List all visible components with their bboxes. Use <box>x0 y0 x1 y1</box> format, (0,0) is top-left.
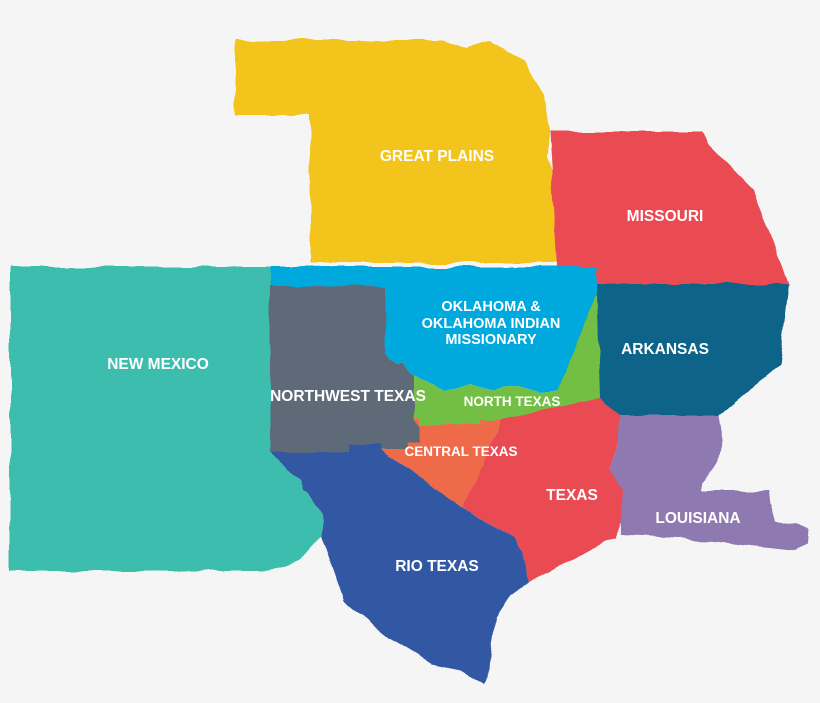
svg-text:OKLAHOMA &: OKLAHOMA & <box>441 299 541 315</box>
svg-text:NEW MEXICO: NEW MEXICO <box>107 356 209 373</box>
svg-text:MISSOURI: MISSOURI <box>627 208 704 225</box>
svg-text:GREAT PLAINS: GREAT PLAINS <box>380 148 494 165</box>
svg-text:NORTHWEST TEXAS: NORTHWEST TEXAS <box>270 388 426 405</box>
svg-text:LOUISIANA: LOUISIANA <box>655 510 740 527</box>
svg-text:CENTRAL TEXAS: CENTRAL TEXAS <box>404 444 517 459</box>
svg-text:MISSIONARY: MISSIONARY <box>445 332 537 348</box>
svg-text:OKLAHOMA INDIAN: OKLAHOMA INDIAN <box>422 316 561 332</box>
svg-text:RIO TEXAS: RIO TEXAS <box>395 558 479 575</box>
svg-text:NORTH TEXAS: NORTH TEXAS <box>464 394 561 409</box>
svg-text:ARKANSAS: ARKANSAS <box>621 341 709 358</box>
svg-text:TEXAS: TEXAS <box>546 487 598 504</box>
